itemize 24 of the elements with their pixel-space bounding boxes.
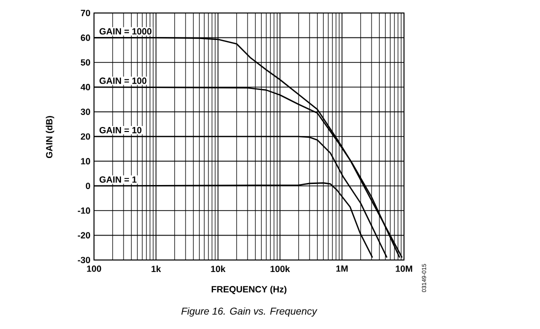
text: Figure 16. Gain vs. Frequency: [181, 307, 318, 317]
x-tick-label: 1M: [336, 266, 348, 272]
y-tick-label: 60: [80, 34, 90, 41]
y-tick-label: -20: [78, 232, 90, 238]
series-label: GAIN = 100: [100, 78, 146, 84]
y-tick-label: 20: [80, 133, 90, 140]
series-label: GAIN = 1000: [100, 28, 152, 35]
y-tick-label: 70: [80, 10, 90, 16]
series-label: GAIN = 10: [100, 126, 142, 134]
x-tick-label: 10k: [211, 266, 226, 272]
y-tick-label: 50: [80, 59, 90, 66]
x-tick-label: 1k: [152, 266, 161, 272]
y-tick-label: 0: [86, 182, 90, 190]
x-axis-title: FREQUENCY (Hz): [212, 286, 286, 294]
y-tick-label: 30: [80, 108, 90, 115]
y-tick-label: -30: [78, 256, 90, 264]
y-tick-label: 10: [81, 158, 90, 164]
y-tick-label: -10: [78, 207, 90, 214]
x-tick-label: 10M: [396, 266, 412, 272]
y-tick-label: 40: [80, 84, 90, 90]
x-tick-label: 100k: [270, 266, 290, 272]
x-tick-label: 100: [87, 266, 102, 272]
series-label: GAIN = 1: [100, 176, 137, 183]
y-axis-title: GAIN (dB): [46, 116, 54, 158]
